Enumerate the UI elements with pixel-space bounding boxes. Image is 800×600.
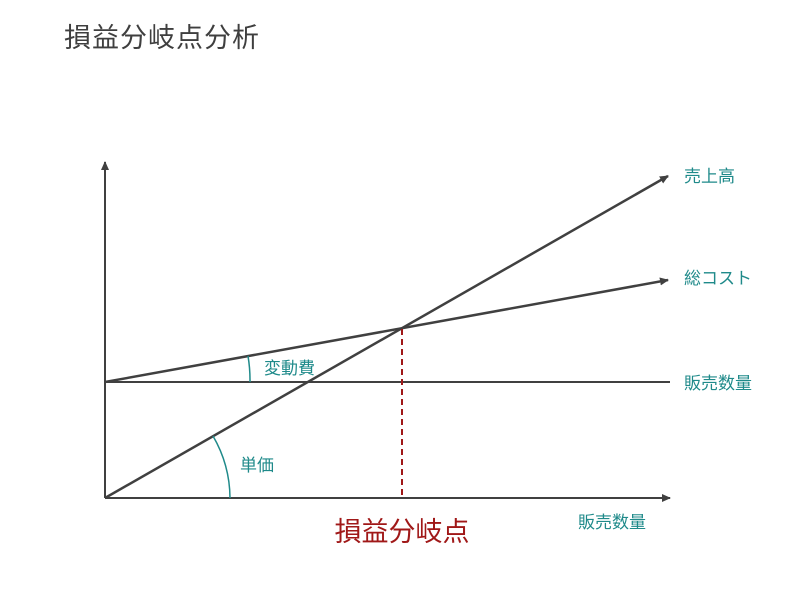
unit-price-label: 単価 [240,456,274,476]
variable-cost-angle-arc [247,355,251,383]
sales-line-label: 売上高 [684,167,735,187]
total-cost-line [104,277,669,384]
fixed-cost-line-label: 販売数量 [684,374,752,394]
sales-line [104,174,669,500]
break-even-point-label: 損益分岐点 [335,517,470,548]
page-title: 損益分岐点分析 [64,23,260,54]
unit-price-angle-arc [212,435,231,499]
total-cost-line-label: 総コスト [684,269,752,289]
x-axis-label: 販売数量 [578,513,646,533]
variable-cost-label: 変動費 [264,359,315,379]
